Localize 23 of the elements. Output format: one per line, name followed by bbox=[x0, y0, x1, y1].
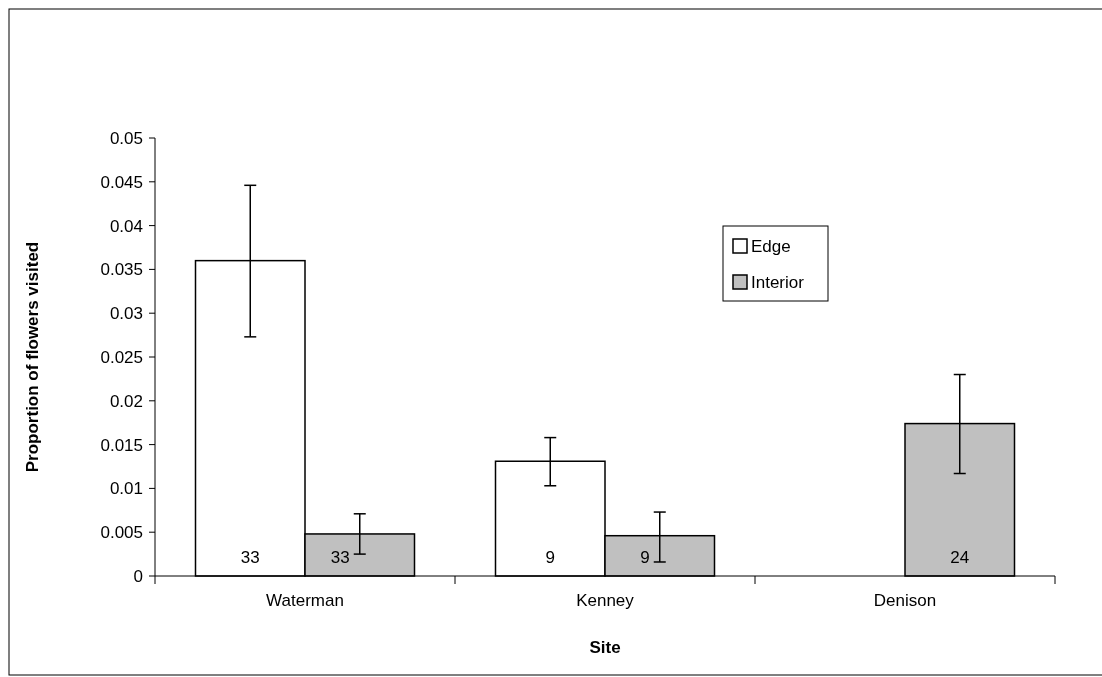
annotation: 9 bbox=[545, 548, 555, 567]
y-axis-title: Proportion of flowers visited bbox=[23, 241, 42, 473]
x-tick-label: Kenney bbox=[576, 591, 635, 610]
legend-label: Interior bbox=[751, 272, 805, 292]
y-tick-label: 0.04 bbox=[109, 216, 143, 236]
y-tick-label: 0.035 bbox=[100, 260, 143, 280]
legend-label: Edge bbox=[751, 236, 791, 256]
y-tick-label: 0.02 bbox=[109, 391, 143, 411]
x-tick-label: Waterman bbox=[266, 591, 344, 610]
x-axis-title: Site bbox=[589, 638, 621, 657]
annotation: 24 bbox=[950, 548, 970, 567]
y-tick-label: 0.015 bbox=[100, 435, 143, 455]
x-tick-label: Denison bbox=[873, 591, 937, 610]
y-tick-label: 0.01 bbox=[109, 479, 143, 499]
y-tick-label: 0 bbox=[133, 566, 143, 586]
annotation: 9 bbox=[640, 548, 650, 567]
annotation: 33 bbox=[240, 548, 260, 567]
y-tick-label: 0.005 bbox=[100, 523, 143, 543]
annotation: 33 bbox=[330, 548, 350, 567]
y-tick-label: 0.045 bbox=[100, 172, 143, 192]
y-tick-label: 0.03 bbox=[109, 304, 143, 324]
y-tick-label: 0.025 bbox=[100, 347, 143, 367]
y-tick-label: 0.05 bbox=[109, 128, 143, 148]
